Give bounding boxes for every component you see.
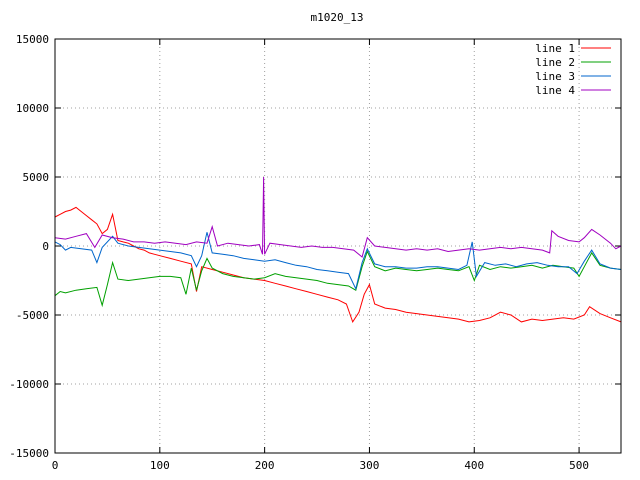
y-tick-label: 5000 — [23, 171, 50, 184]
y-tick-label: -5000 — [16, 309, 49, 322]
series-line-1 — [54, 206, 622, 324]
legend-label: line 1 — [535, 42, 575, 55]
y-tick-label: 10000 — [16, 102, 49, 115]
series-line-2 — [54, 250, 622, 308]
x-tick-label: 500 — [569, 459, 589, 472]
y-tick-label: 0 — [42, 240, 49, 253]
y-tick-label: -10000 — [9, 378, 49, 391]
series-group — [54, 176, 622, 324]
x-tick-label: 0 — [52, 459, 59, 472]
series-line-4 — [54, 176, 622, 258]
grid — [55, 39, 621, 453]
legend-label: line 4 — [535, 84, 575, 97]
series-line-3 — [54, 232, 622, 291]
x-tick-label: 400 — [464, 459, 484, 472]
y-tick-label: 15000 — [16, 33, 49, 46]
x-tick-label: 200 — [255, 459, 275, 472]
x-axis: 0 100 200 300 400 500 — [52, 39, 589, 472]
x-tick-label: 100 — [150, 459, 170, 472]
legend-label: line 3 — [535, 70, 575, 83]
legend-label: line 2 — [535, 56, 575, 69]
plot-frame — [54, 38, 622, 454]
y-tick-label: -15000 — [9, 447, 49, 460]
chart-title: m1020_13 — [311, 11, 364, 24]
y-axis: -15000 -10000 -5000 0 5000 10000 15000 — [9, 33, 621, 460]
x-tick-label: 300 — [360, 459, 380, 472]
